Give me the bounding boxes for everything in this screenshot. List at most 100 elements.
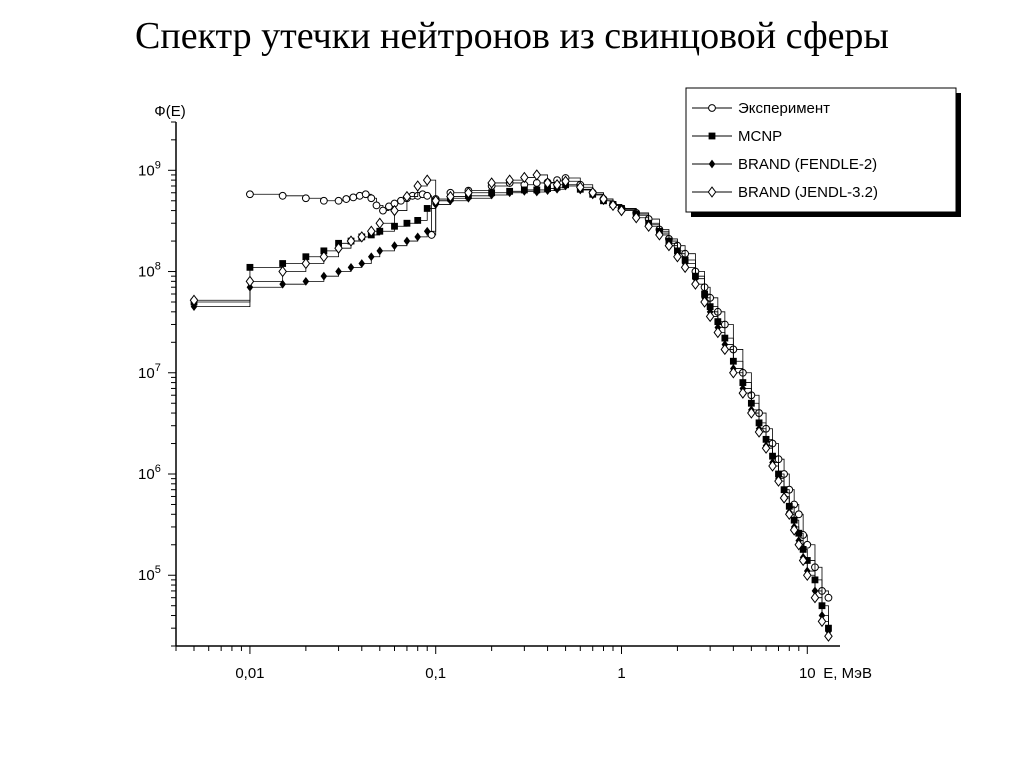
data-point (802, 569, 812, 581)
legend-label: Эксперимент (738, 100, 830, 117)
data-point (680, 261, 690, 274)
data-point (376, 246, 384, 256)
data-point (278, 191, 287, 200)
data-point (561, 175, 570, 187)
data-point (334, 242, 343, 254)
data-point (414, 216, 422, 224)
data-point (588, 187, 598, 199)
x-tick-label: 1 (617, 665, 625, 682)
data-point (664, 239, 674, 252)
data-point (599, 193, 608, 205)
data-point (794, 539, 804, 551)
data-point (357, 231, 367, 243)
series-2 (190, 181, 832, 636)
y-axis-label: Ф(E) (154, 103, 185, 120)
data-point (729, 367, 738, 379)
legend-marker (707, 186, 717, 198)
data-point (422, 174, 432, 186)
data-point (520, 171, 529, 184)
legend-label: BRAND (JENDL-3.2) (738, 184, 878, 201)
data-point (358, 259, 366, 268)
data-point (720, 343, 730, 356)
y-tick-label: 107 (138, 362, 161, 382)
data-point (334, 196, 343, 205)
data-point (379, 206, 387, 215)
data-point (552, 179, 562, 191)
data-point (521, 186, 528, 196)
legend: Эксперимент MCNP BRAND (FENDLE-2) BRAND (JE… (685, 87, 961, 217)
data-point (533, 187, 541, 197)
data-point (505, 174, 514, 186)
data-point (366, 225, 376, 237)
data-point (367, 194, 376, 203)
data-point (713, 326, 723, 339)
data-point (349, 193, 358, 202)
data-point (413, 180, 423, 192)
data-point (279, 279, 286, 289)
data-point (464, 187, 473, 199)
y-tick-label: 108 (138, 261, 161, 281)
data-point (375, 217, 385, 229)
data-point (631, 211, 641, 224)
data-point (774, 475, 783, 487)
data-point (655, 229, 664, 241)
data-point (423, 226, 431, 236)
data-point (691, 278, 700, 290)
data-point (754, 426, 764, 438)
data-point (488, 190, 495, 200)
series-1 (190, 181, 832, 632)
data-point (390, 204, 399, 217)
data-point (301, 194, 310, 203)
data-point (487, 177, 496, 189)
data-point (346, 235, 356, 247)
slide-title: Спектр утечки нейтронов из свинцовой сфе… (135, 15, 889, 57)
data-point (700, 296, 709, 308)
data-point (431, 195, 441, 207)
data-point (189, 294, 199, 307)
series-line (194, 185, 829, 632)
y-tick-label: 106 (138, 463, 161, 483)
legend-box (685, 87, 957, 213)
data-point (608, 199, 618, 212)
data-point (824, 630, 833, 642)
data-point (506, 188, 513, 198)
x-tick-label: 0,01 (235, 665, 264, 682)
data-point (544, 186, 551, 196)
data-point (789, 524, 799, 536)
series-layer (189, 169, 833, 642)
legend-label: BRAND (FENDLE-2) (738, 156, 877, 173)
data-point (768, 460, 777, 472)
data-point (279, 260, 287, 267)
y-tick-label: 109 (138, 159, 161, 179)
data-point (794, 510, 803, 519)
data-point (361, 190, 370, 199)
data-point (190, 302, 198, 312)
data-point (372, 201, 381, 210)
axes: 0,01 0,1 1 10 E, МэВ 105 106 107 108 109 Ф(E) (138, 103, 872, 682)
data-point (817, 615, 827, 628)
legend-marker (708, 132, 716, 140)
data-point (403, 236, 411, 246)
data-point (617, 204, 626, 217)
data-point (403, 219, 411, 227)
data-point (391, 241, 398, 251)
data-point (246, 263, 254, 271)
data-point (367, 252, 375, 262)
legend-label: MCNP (738, 128, 782, 145)
series-line (194, 174, 829, 637)
data-point (278, 265, 287, 278)
data-point (705, 310, 715, 323)
data-point (738, 387, 748, 399)
data-point (446, 190, 455, 203)
y-tick-label: 105 (138, 564, 161, 584)
data-point (245, 275, 255, 288)
data-point (302, 253, 310, 261)
data-point (302, 276, 310, 286)
x-tick-label: 10 (799, 665, 816, 682)
data-point (543, 177, 552, 189)
data-point (319, 196, 328, 205)
data-point (779, 492, 789, 504)
data-point (301, 257, 311, 270)
legend-marker (708, 104, 716, 112)
